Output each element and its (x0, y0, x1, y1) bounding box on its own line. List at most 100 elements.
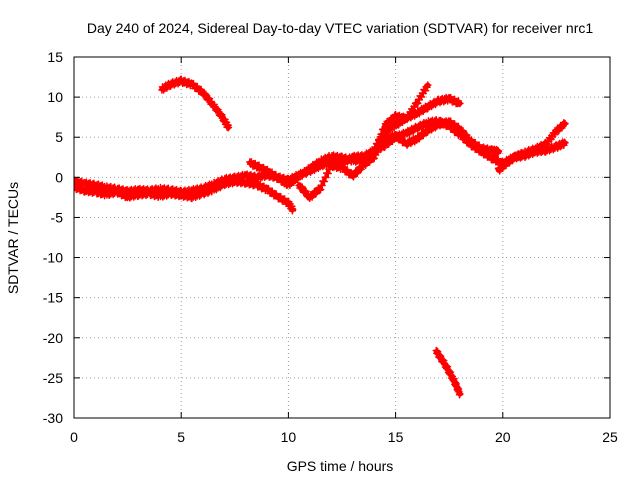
data-point (425, 82, 431, 88)
data-point (393, 113, 399, 119)
data-point (457, 391, 463, 397)
data-point (446, 96, 452, 102)
data-point (221, 181, 227, 187)
data-point (446, 119, 452, 125)
y-tick-label: -20 (43, 330, 63, 346)
data-point (414, 124, 420, 131)
data-point (457, 100, 463, 107)
data-point (553, 128, 560, 134)
data-point (178, 78, 184, 84)
x-tick-label: 5 (177, 429, 185, 445)
data-point (317, 185, 324, 191)
data-point (489, 148, 495, 154)
data-point (339, 155, 345, 161)
data-point (393, 122, 399, 128)
data-point (317, 158, 324, 164)
y-axis-label: SDTVAR / TECUs (5, 182, 21, 294)
data-point (296, 173, 302, 180)
series-track-b (74, 175, 297, 215)
y-tick-label: 5 (55, 129, 63, 145)
axes: 0 5 10 15 20 25 -30 -25 -20 -15 -10 -5 0 5 10 15 (43, 49, 618, 445)
data-point (74, 184, 77, 190)
data-point (279, 177, 285, 184)
data-point (307, 165, 313, 172)
data-point (425, 120, 431, 126)
data-point (200, 190, 206, 196)
data-point (290, 206, 296, 213)
data-point (285, 181, 291, 188)
data-point (495, 149, 502, 155)
y-tick-label: -15 (43, 290, 63, 306)
x-tick-label: 0 (70, 429, 78, 445)
series-track-g (158, 75, 233, 132)
y-tick-label: -5 (51, 209, 64, 225)
data-point (450, 376, 457, 383)
x-tick-label: 25 (602, 429, 618, 445)
y-tick-label: -25 (43, 370, 63, 386)
data-point (339, 165, 345, 171)
chart-title: Day 240 of 2024, Sidereal Day-to-day VTE… (87, 20, 593, 36)
data-point (562, 140, 568, 146)
data-point (457, 126, 463, 132)
data-point (264, 186, 270, 192)
x-tick-label: 10 (281, 429, 297, 445)
data-point (253, 181, 259, 188)
data-point (189, 193, 195, 200)
data-point (307, 194, 313, 200)
data-point (489, 155, 495, 161)
data-point (371, 153, 377, 160)
data-point (275, 193, 281, 200)
data-point (435, 98, 442, 104)
data-point (478, 145, 484, 152)
data-point (532, 146, 538, 152)
data-point (200, 89, 206, 95)
data-point (257, 165, 264, 171)
data-point (562, 120, 568, 127)
data-point (414, 100, 420, 106)
data-point (328, 162, 334, 168)
data-point (350, 173, 356, 179)
data-point (189, 81, 195, 87)
data-point (103, 191, 109, 197)
data-point (268, 170, 274, 176)
data-point (425, 127, 431, 133)
data-point (435, 121, 442, 127)
data-point (360, 162, 367, 168)
data-point (210, 102, 216, 108)
data-point (225, 124, 231, 131)
y-tick-label: -10 (43, 250, 63, 266)
data-point (253, 174, 259, 180)
data-point (495, 167, 502, 173)
series-track-e (295, 117, 503, 203)
series-track-f (494, 119, 569, 175)
data-point (242, 173, 249, 179)
data-point (328, 153, 334, 160)
series-layer (74, 75, 569, 399)
series-track-d (370, 93, 464, 155)
data-point (393, 133, 399, 139)
data-point (468, 138, 474, 144)
data-point (232, 178, 238, 184)
series-track-h (432, 346, 464, 399)
data-point (403, 130, 409, 136)
data-point (543, 141, 549, 148)
data-point (296, 182, 302, 188)
data-point (210, 186, 216, 192)
data-point (82, 181, 88, 187)
data-point (513, 153, 519, 160)
data-point (382, 136, 388, 142)
data-point (433, 348, 439, 355)
data-point (178, 192, 184, 198)
data-point (521, 150, 527, 156)
data-point (167, 190, 174, 196)
x-tick-label: 20 (495, 429, 511, 445)
data-point (125, 193, 131, 200)
data-point (414, 110, 420, 116)
data-point (146, 190, 152, 196)
data-point (553, 144, 560, 150)
data-point (242, 179, 249, 185)
data-point (414, 136, 420, 142)
